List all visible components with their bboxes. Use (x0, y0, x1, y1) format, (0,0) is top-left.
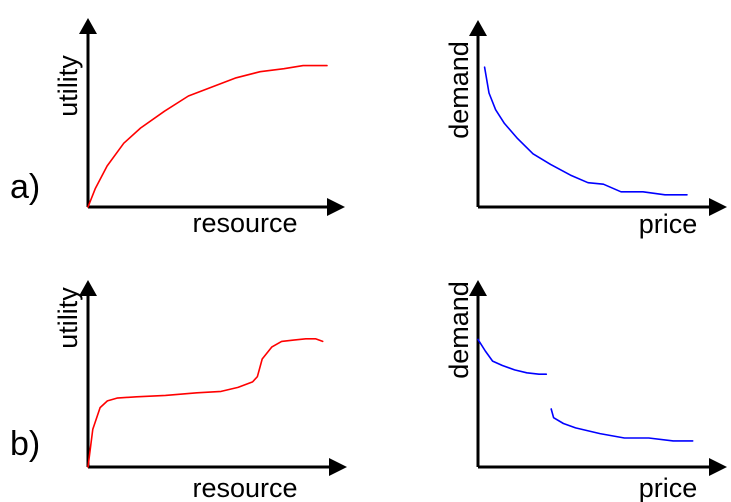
panel-label-b: b) (10, 425, 40, 463)
series-line-1 (477, 338, 548, 376)
y-axis-label: demand (444, 41, 474, 139)
y-axis-label: demand (444, 281, 474, 379)
x-axis-label: price (639, 473, 698, 502)
y-axis-arrow (79, 18, 97, 34)
panel-label-a: a) (10, 168, 40, 206)
y-axis-label: utility (53, 287, 83, 349)
series-line-2 (550, 408, 694, 442)
x-axis-label: resource (192, 473, 297, 502)
series-line-1 (483, 66, 688, 196)
y-axis-arrow (469, 280, 487, 296)
chart-4: price demand (444, 280, 727, 502)
x-axis-label: price (639, 209, 698, 239)
x-axis-arrow (327, 198, 345, 216)
x-axis-arrow (709, 458, 727, 476)
series-line-1 (87, 337, 324, 468)
series-line-1 (87, 64, 328, 208)
x-axis-arrow (329, 458, 347, 476)
chart-1: resource utility (53, 18, 345, 238)
chart-2: price demand (444, 20, 727, 239)
y-axis-arrow (79, 280, 97, 296)
x-axis-arrow (709, 198, 727, 216)
chart-3: resource utility (53, 280, 347, 502)
x-axis-label: resource (192, 208, 297, 238)
y-axis-label: utility (53, 55, 83, 117)
y-axis-arrow (469, 20, 487, 36)
